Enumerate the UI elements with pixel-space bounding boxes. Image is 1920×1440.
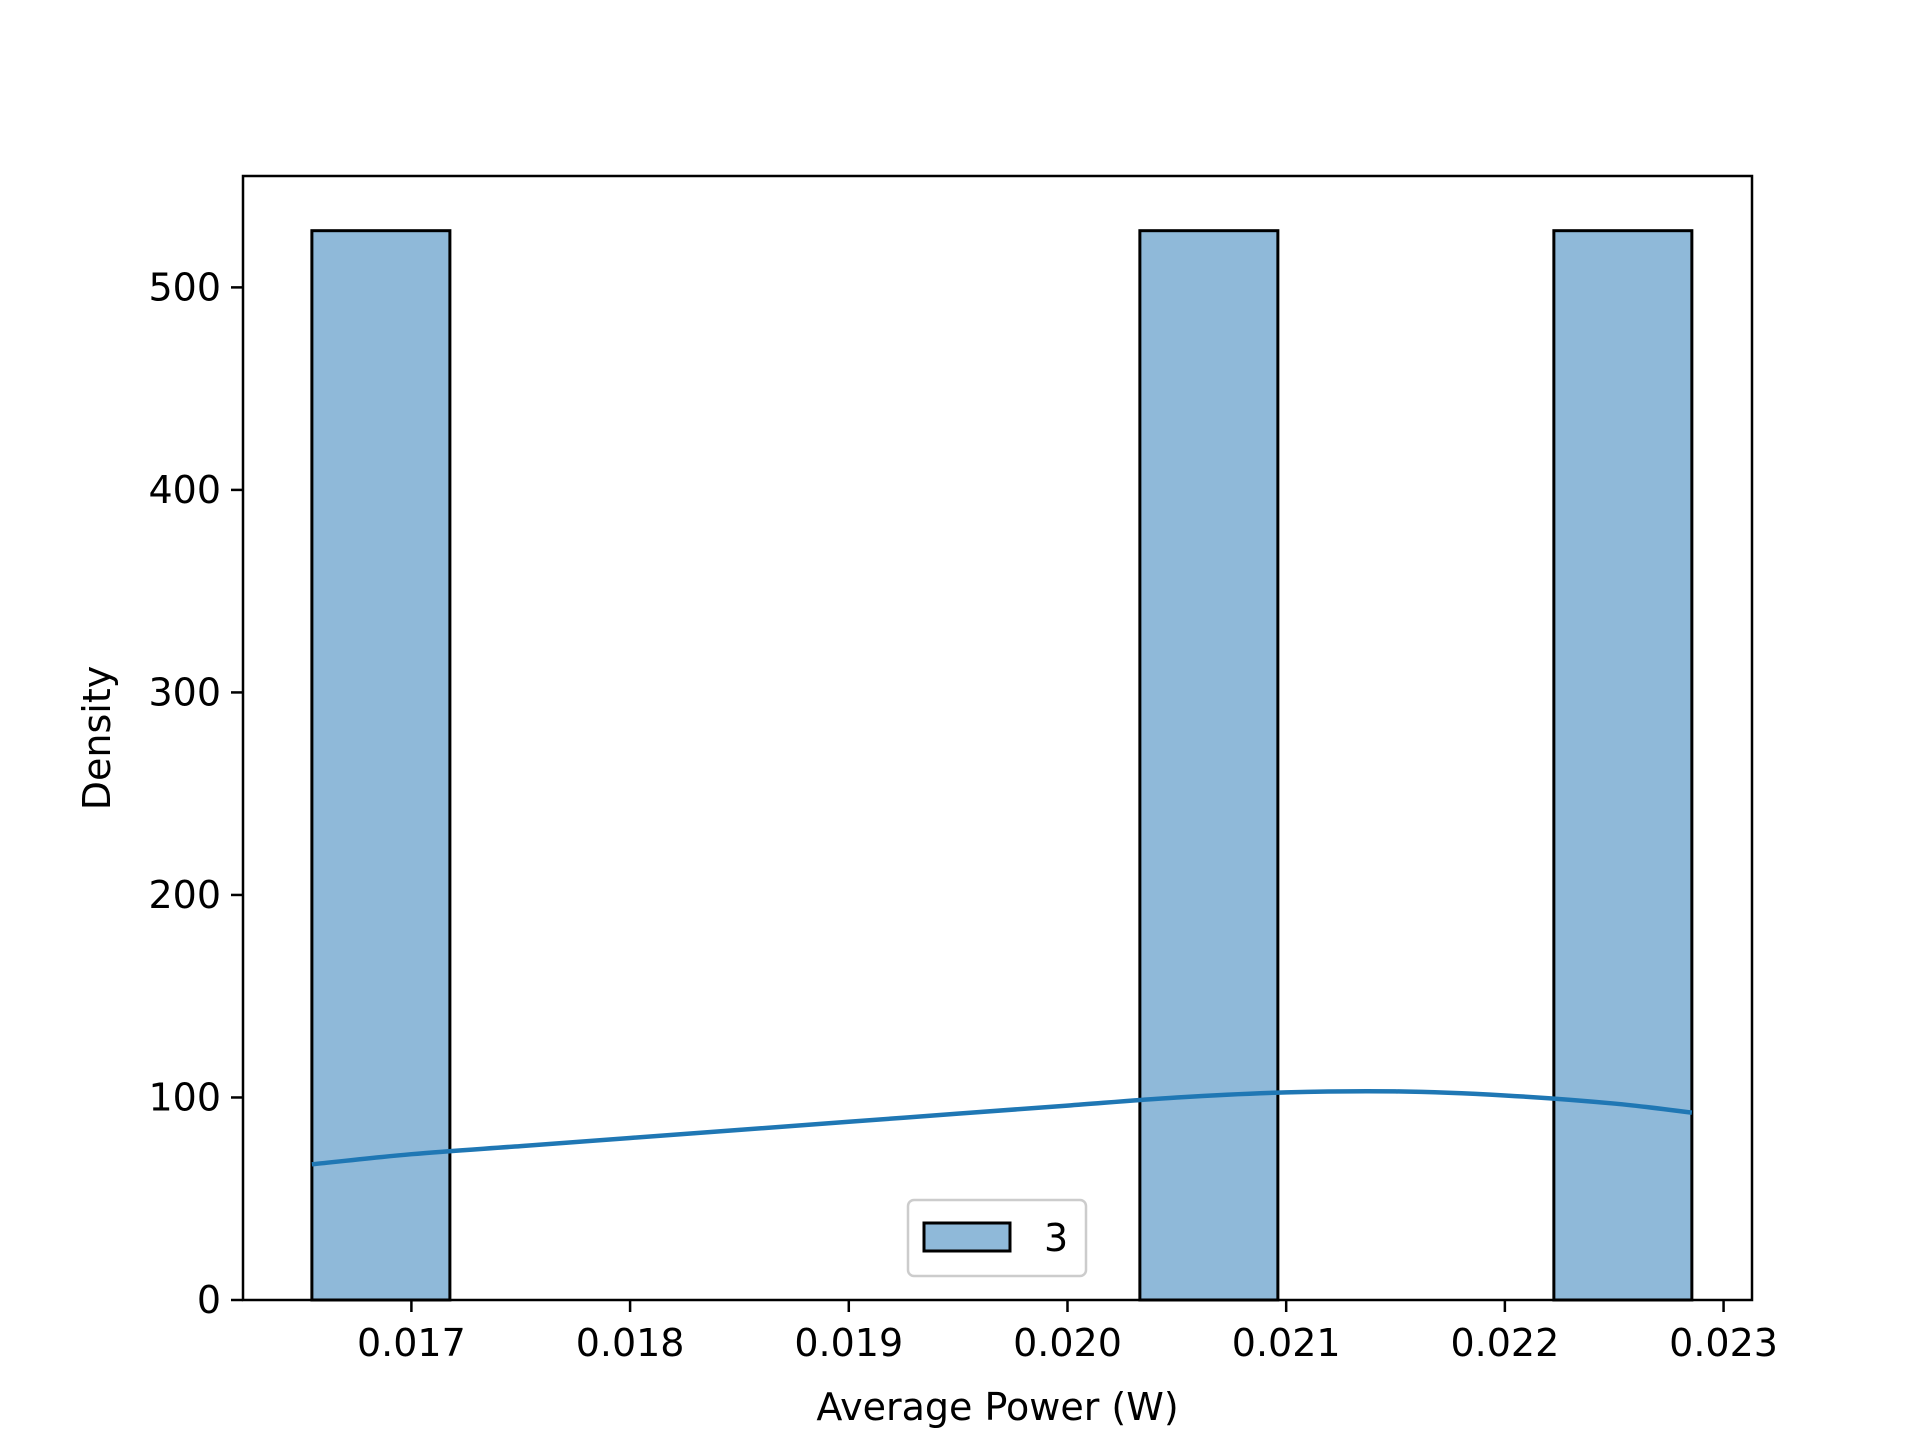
histogram-bar-3 [1552,229,1694,1302]
x-tick-label: 0.022 [1450,1321,1559,1365]
y-axis-ticks: 0 100 200 300 400 500 [148,265,243,1322]
legend-label: 3 [1044,1216,1068,1260]
y-tick-label: 300 [148,670,221,714]
y-tick-label: 100 [148,1075,221,1119]
y-tick-label: 0 [197,1278,221,1322]
x-axis-ticks: 0.017 0.018 0.019 0.020 0.021 0.022 0.023 [357,1300,1778,1365]
kde-curve [311,1088,1693,1167]
x-tick-label: 0.023 [1669,1321,1778,1365]
y-axis-title: Density [75,666,119,810]
histogram-bar-1 [310,229,452,1302]
legend: 3 [906,1198,1088,1278]
y-tick-label: 400 [148,468,221,512]
x-tick-label: 0.019 [794,1321,903,1365]
y-tick-label: 500 [148,265,221,309]
x-tick-label: 0.018 [576,1321,685,1365]
y-tick-label: 200 [148,873,221,917]
histogram-bar-2 [1138,229,1280,1302]
legend-swatch [922,1221,1012,1253]
plot-frame [241,174,1754,1302]
x-axis-title: Average Power (W) [816,1385,1178,1429]
x-tick-label: 0.020 [1013,1321,1122,1365]
x-tick-label: 0.017 [357,1321,466,1365]
histogram-bars [310,229,1694,1302]
x-tick-label: 0.021 [1232,1321,1341,1365]
